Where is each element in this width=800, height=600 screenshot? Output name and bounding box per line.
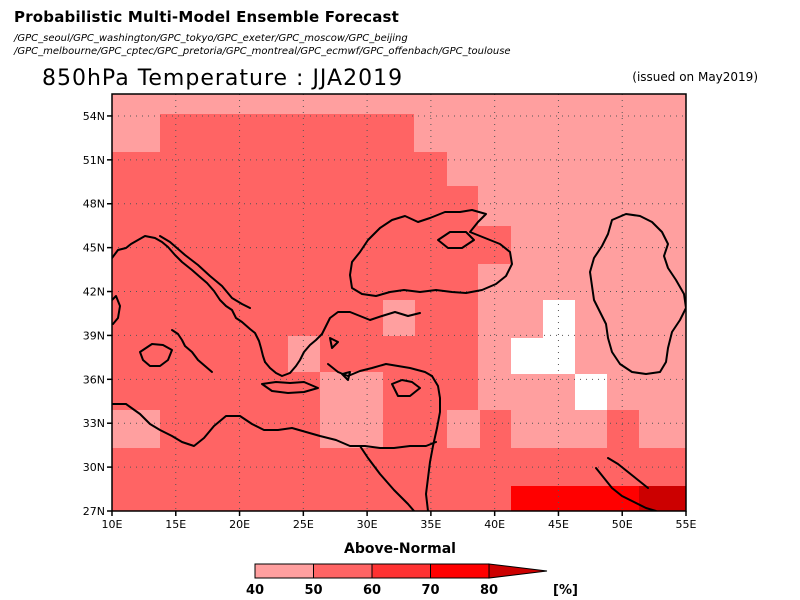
y-tick-label: 39N xyxy=(83,329,105,342)
legend-tick-label: 70 xyxy=(421,583,439,598)
y-tick-label: 51N xyxy=(83,154,105,167)
contributing-centers-line-1: /GPC_seoul/GPC_washington/GPC_tokyo/GPC_… xyxy=(14,33,408,44)
legend-colorbar: 40 50 60 70 80 [%] xyxy=(246,563,578,598)
forecast-title: Probabilistic Multi-Model Ensemble Forec… xyxy=(14,8,400,26)
legend-tick-label: 80 xyxy=(480,583,498,598)
probability-cell xyxy=(511,338,575,374)
probability-cell xyxy=(543,300,575,338)
issued-date: (issued on May2019) xyxy=(632,70,758,84)
x-tick-label: 30E xyxy=(357,518,378,531)
x-tick-label: 25E xyxy=(293,518,314,531)
probability-cell xyxy=(447,410,480,448)
probability-cell xyxy=(383,300,415,336)
legend-tick-label: 60 xyxy=(363,583,381,598)
x-tick-label: 50E xyxy=(612,518,633,531)
probability-cells xyxy=(112,94,686,511)
x-tick-label: 35E xyxy=(420,518,441,531)
x-tick-label: 45E xyxy=(548,518,569,531)
legend-unit: [%] xyxy=(553,583,578,598)
legend-tick-label: 50 xyxy=(304,583,322,598)
y-tick-label: 36N xyxy=(83,373,105,386)
latitude-axis: 27N 30N 33N 36N 39N 42N 45N 48N 51N 54N xyxy=(83,110,112,518)
probability-cell xyxy=(112,410,160,448)
legend-overflow-triangle xyxy=(488,563,548,579)
y-tick-label: 27N xyxy=(83,505,105,518)
y-tick-label: 45N xyxy=(83,242,105,255)
contributing-centers-line-2: /GPC_melbourne/GPC_cptec/GPC_pretoria/GP… xyxy=(14,46,511,57)
longitude-axis: 10E 15E 20E 25E 30E 35E 40E 45E 50E 55E xyxy=(102,511,697,531)
map-frame xyxy=(111,93,687,512)
probability-cell xyxy=(415,300,447,336)
probability-cell xyxy=(320,372,383,448)
map-title: 850hPa Temperature : JJA2019 xyxy=(42,66,404,91)
legend-swatch xyxy=(430,563,490,579)
x-tick-label: 10E xyxy=(102,518,123,531)
x-tick-label: 15E xyxy=(165,518,186,531)
y-tick-label: 33N xyxy=(83,417,105,430)
probability-cell xyxy=(480,410,511,448)
legend-swatch xyxy=(313,563,373,579)
probability-cell xyxy=(639,486,686,511)
probability-cell xyxy=(112,264,447,300)
x-tick-label: 40E xyxy=(484,518,505,531)
x-tick-label: 55E xyxy=(676,518,697,531)
legend-title: Above-Normal xyxy=(344,541,456,557)
y-tick-label: 48N xyxy=(83,198,105,211)
y-tick-label: 42N xyxy=(83,286,105,299)
y-tick-label: 30N xyxy=(83,461,105,474)
coastlines xyxy=(112,209,686,511)
probability-cell xyxy=(607,410,639,448)
x-tick-label: 20E xyxy=(229,518,250,531)
probability-cell xyxy=(575,374,607,410)
legend-tick-label: 40 xyxy=(246,583,264,598)
probability-cell xyxy=(112,114,160,152)
legend-swatch xyxy=(371,563,431,579)
y-tick-label: 54N xyxy=(83,110,105,123)
legend-swatch xyxy=(254,563,314,579)
